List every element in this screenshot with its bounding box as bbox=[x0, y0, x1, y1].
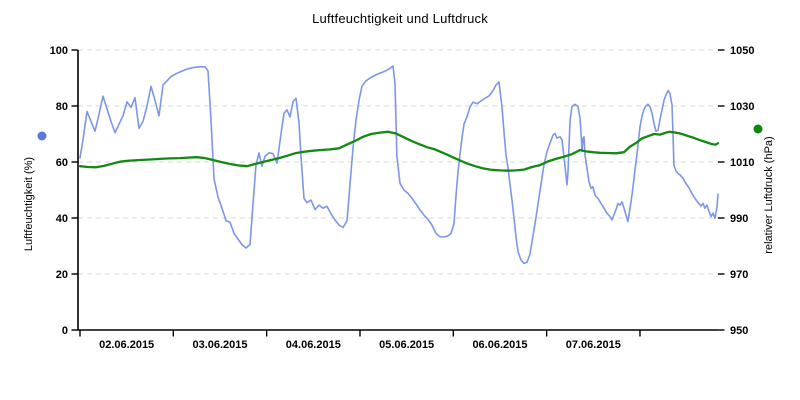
y-tick-label-right: 990 bbox=[730, 213, 748, 225]
chart-title: Luftfeuchtigkeit und Luftdruck bbox=[312, 11, 488, 26]
x-tick-label: 03.06.2015 bbox=[192, 339, 247, 351]
y-tick-label-left: 100 bbox=[50, 45, 68, 57]
y-tick-label-right: 950 bbox=[730, 325, 748, 337]
y-tick-label-left: 0 bbox=[62, 325, 68, 337]
y-tick-label-right: 1010 bbox=[730, 157, 754, 169]
left-axis-title: Luftfeuchtigkeit (%) bbox=[23, 156, 35, 252]
right-axis-title: relativer Luftdruck (hPa) bbox=[763, 136, 775, 254]
humidity-legend-marker-icon bbox=[37, 131, 47, 141]
x-tick-label: 07.06.2015 bbox=[566, 339, 621, 351]
x-tick-label: 06.06.2015 bbox=[472, 339, 527, 351]
x-tick-label: 02.06.2015 bbox=[99, 339, 154, 351]
y-tick-label-right: 1030 bbox=[730, 101, 754, 113]
y-tick-label-left: 80 bbox=[56, 101, 68, 113]
y-tick-label-left: 60 bbox=[56, 157, 68, 169]
x-tick-label: 05.06.2015 bbox=[379, 339, 434, 351]
y-tick-label-left: 20 bbox=[56, 269, 68, 281]
y-tick-label-left: 40 bbox=[56, 213, 68, 225]
pressure-legend-marker-icon bbox=[753, 124, 763, 134]
y-tick-label-right: 970 bbox=[730, 269, 748, 281]
x-tick-label: 04.06.2015 bbox=[286, 339, 341, 351]
pressure-line bbox=[78, 130, 720, 172]
y-tick-label-right: 1050 bbox=[730, 45, 754, 57]
humidity-line bbox=[79, 65, 719, 265]
